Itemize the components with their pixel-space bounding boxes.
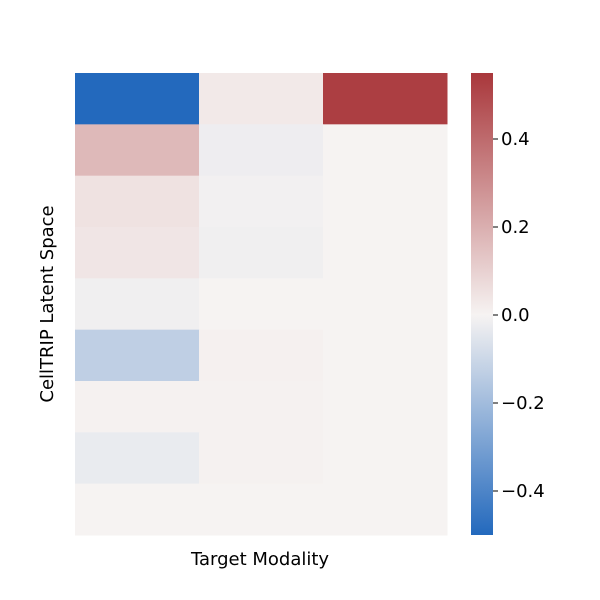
heatmap-cell-r3-c0	[75, 227, 200, 279]
y-axis-label: CellTRIP Latent Space	[37, 205, 58, 402]
heatmap-cell-r3-c2	[323, 227, 448, 279]
heatmap-cell-r8-c1	[199, 483, 324, 536]
heatmap-cell-r4-c0	[75, 278, 200, 331]
heatmap-cell-r6-c0	[75, 381, 200, 433]
heatmap-cell-r0-c1	[199, 73, 324, 125]
heatmap-cell-r7-c1	[199, 432, 324, 485]
colorbar-tick-label: −0.2	[501, 393, 545, 414]
heatmap-cell-r6-c1	[199, 381, 324, 433]
heatmap-cell-r2-c1	[199, 175, 324, 228]
colorbar	[471, 73, 493, 535]
heatmap-cell-r0-c0	[75, 73, 200, 125]
colorbar-tick-label: −0.4	[501, 481, 545, 502]
heatmap-cell-r4-c1	[199, 278, 324, 331]
heatmap-cell-r5-c0	[75, 329, 200, 382]
colorbar-ticks: −0.4 −0.2 0.0 0.2 0.4	[493, 129, 545, 502]
x-axis-label: Target Modality	[190, 549, 329, 570]
colorbar-tick-label: 0.4	[501, 129, 530, 150]
heatmap-cell-r7-c0	[75, 432, 200, 485]
heatmap-cell-r6-c2	[323, 381, 448, 433]
heatmap-cell-r4-c2	[323, 278, 448, 331]
heatmap-cell-r5-c1	[199, 329, 324, 382]
colorbar-tick-label: 0.0	[501, 305, 530, 326]
heatmap-cell-r2-c0	[75, 175, 200, 228]
heatmap-cell-r0-c2	[323, 73, 448, 125]
heatmap-cell-r5-c2	[323, 329, 448, 382]
heatmap-cell-r1-c1	[199, 124, 324, 177]
heatmap-cell-r8-c2	[323, 483, 448, 536]
colorbar-tick-label: 0.2	[501, 217, 530, 238]
heatmap-cell-r8-c0	[75, 483, 200, 536]
heatmap-cell-r2-c2	[323, 175, 448, 228]
heatmap-cell-r7-c2	[323, 432, 448, 485]
heatmap-cell-r3-c1	[199, 227, 324, 279]
heatmap-cell-r1-c0	[75, 124, 200, 177]
heatmap-cell-r1-c2	[323, 124, 448, 177]
heatmap-cells	[75, 73, 448, 536]
